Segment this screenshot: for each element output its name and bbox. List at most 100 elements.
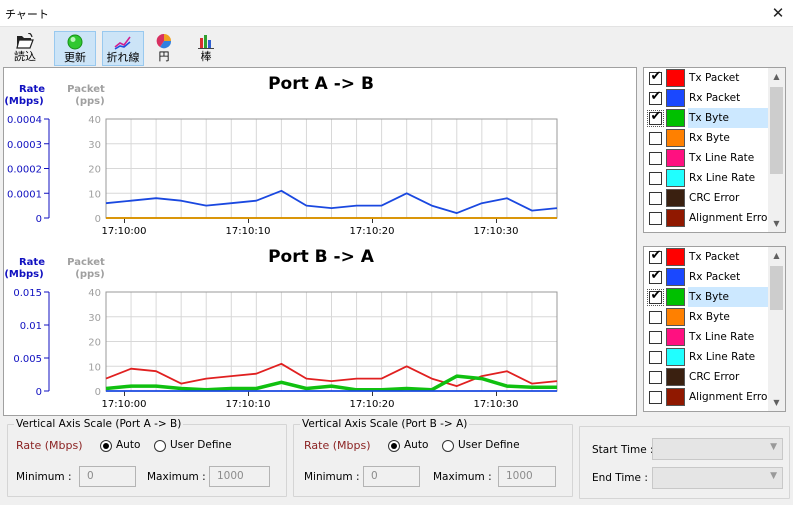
series-color-swatch <box>666 109 685 127</box>
series-checkbox[interactable] <box>649 152 662 165</box>
vertical-scale-ab-group: Vertical Axis Scale (Port A -> B) Rate (… <box>7 418 287 497</box>
user-define-radio[interactable] <box>442 440 454 452</box>
series-label: Rx Line Rate <box>689 172 756 184</box>
series-list-item[interactable]: ✔ Tx Packet <box>644 68 768 88</box>
series-checkbox[interactable]: ✔ <box>649 268 662 284</box>
series-checkbox[interactable]: ✔ <box>649 89 662 105</box>
rate-tick-label: 0 <box>36 387 42 398</box>
bar-chart-label: 棒 <box>200 50 212 63</box>
user-define-label: User Define <box>458 439 520 451</box>
scroll-down-icon[interactable]: ▼ <box>773 219 780 228</box>
series-checkbox[interactable] <box>649 331 662 344</box>
series-checkbox[interactable]: ✔ <box>647 110 664 127</box>
minimum-input[interactable]: 0 <box>363 466 420 487</box>
series-label: Rx Byte <box>689 132 730 144</box>
series-line-rx-packet <box>105 189 558 215</box>
packet-tick-label: 20 <box>88 338 101 349</box>
check-icon: ✔ <box>650 89 662 104</box>
packet-tick-label: 40 <box>88 288 101 299</box>
line-chart-button[interactable]: 折れ線 <box>102 31 144 66</box>
series-list-item[interactable]: CRC Error <box>644 367 768 387</box>
series-list-item[interactable]: CRC Error <box>644 188 768 208</box>
rate-tick-label: 0.0002 <box>7 165 42 176</box>
maximum-label: Maximum : <box>147 471 206 483</box>
series-checkbox[interactable] <box>649 132 662 145</box>
series-checkbox[interactable]: ✔ <box>649 248 662 264</box>
auto-radio[interactable] <box>100 440 112 452</box>
scroll-thumb[interactable] <box>770 87 783 174</box>
scrollbar[interactable]: ▲ ▼ <box>768 68 785 232</box>
series-checkbox[interactable] <box>649 311 662 324</box>
packet-tick-label: 30 <box>88 140 101 151</box>
series-list-item[interactable]: Tx Line Rate <box>644 148 768 168</box>
pie-chart-icon <box>156 33 172 49</box>
packet-tick-label: 0 <box>95 387 101 398</box>
series-list-item[interactable]: Rx Line Rate <box>644 168 768 188</box>
series-list-item[interactable]: ✔ Rx Packet <box>644 267 768 287</box>
series-list-item[interactable]: Rx Line Rate <box>644 347 768 367</box>
rate-label: Rate (Mbps) <box>16 439 83 452</box>
toolbar: 読込 更新 折れ線 円 棒 <box>0 28 793 66</box>
auto-label: Auto <box>116 439 141 451</box>
series-list-item[interactable]: ✔ Tx Byte <box>644 108 768 128</box>
packet-axis-label: Packet <box>67 257 105 268</box>
series-color-swatch <box>666 129 685 147</box>
scroll-up-icon[interactable]: ▲ <box>773 72 780 81</box>
scrollbar[interactable]: ▲ ▼ <box>768 247 785 411</box>
scroll-thumb[interactable] <box>770 266 783 310</box>
series-checkbox[interactable] <box>649 351 662 364</box>
series-list-item[interactable]: ✔ Rx Packet <box>644 88 768 108</box>
series-checkbox[interactable] <box>649 212 662 225</box>
series-color-swatch <box>666 189 685 207</box>
load-button[interactable]: 読込 <box>8 31 42 66</box>
scroll-up-icon[interactable]: ▲ <box>773 251 780 260</box>
start-time-select[interactable]: ▼ <box>652 438 783 460</box>
series-list-ab[interactable]: ✔ Tx Packet ✔ Rx Packet ✔ Tx Byte Rx Byte Tx Li… <box>643 67 786 233</box>
refresh-button[interactable]: 更新 <box>54 31 96 66</box>
user-define-radio[interactable] <box>154 440 166 452</box>
maximum-input[interactable]: 1000 <box>209 466 270 487</box>
series-list-item[interactable]: Tx Line Rate <box>644 327 768 347</box>
pie-chart-button[interactable]: 円 <box>149 31 179 66</box>
window-title: チャート <box>5 8 49 21</box>
packet-tick-label: 0 <box>95 214 101 225</box>
series-checkbox[interactable]: ✔ <box>649 70 662 85</box>
series-list-item[interactable]: ✔ Tx Byte <box>644 287 768 307</box>
check-icon: ✔ <box>650 268 662 283</box>
series-checkbox[interactable] <box>649 192 662 205</box>
series-checkbox[interactable]: ✔ <box>647 289 664 306</box>
left-axis-unit: (Mbps) <box>4 269 43 280</box>
x-tick-label: 17:10:30 <box>474 399 519 410</box>
rate-tick-label: 0.0004 <box>7 115 42 126</box>
check-icon: ✔ <box>650 248 662 263</box>
series-label: Rx Packet <box>689 271 741 283</box>
series-list-item[interactable]: ✔ Tx Packet <box>644 247 768 267</box>
series-checkbox[interactable] <box>649 172 662 185</box>
packet-tick-label: 10 <box>88 362 101 373</box>
bar-chart-button[interactable]: 棒 <box>191 31 221 66</box>
series-checkbox[interactable] <box>649 391 662 404</box>
series-list-item[interactable]: Alignment Error <box>644 208 768 228</box>
series-line-tx-packet <box>105 362 558 388</box>
series-list-item[interactable]: Rx Byte <box>644 128 768 148</box>
series-checkbox[interactable] <box>649 371 662 384</box>
scroll-down-icon[interactable]: ▼ <box>773 398 780 407</box>
close-icon[interactable]: ✕ <box>771 4 785 22</box>
rate-tick-label: 0 <box>36 214 42 225</box>
pie-chart-label: 円 <box>158 50 170 63</box>
series-label: Tx Byte <box>688 287 768 307</box>
maximum-input[interactable]: 1000 <box>498 466 556 487</box>
line-chart-icon <box>114 36 131 50</box>
series-list-ba[interactable]: ✔ Tx Packet ✔ Rx Packet ✔ Tx Byte Rx Byte Tx Li… <box>643 246 786 412</box>
chevron-down-icon: ▼ <box>770 442 777 452</box>
series-label: Rx Byte <box>689 311 730 323</box>
group-caption: Vertical Axis Scale (Port A -> B) <box>14 418 184 430</box>
series-list-item[interactable]: Alignment Error <box>644 387 768 407</box>
rate-tick-label: 0.005 <box>13 354 42 365</box>
chevron-down-icon: ▼ <box>770 471 777 481</box>
series-list-item[interactable]: Rx Byte <box>644 307 768 327</box>
minimum-input[interactable]: 0 <box>79 466 136 487</box>
auto-radio[interactable] <box>388 440 400 452</box>
series-label: Alignment Error <box>689 391 768 403</box>
end-time-select[interactable]: ▼ <box>652 467 783 489</box>
